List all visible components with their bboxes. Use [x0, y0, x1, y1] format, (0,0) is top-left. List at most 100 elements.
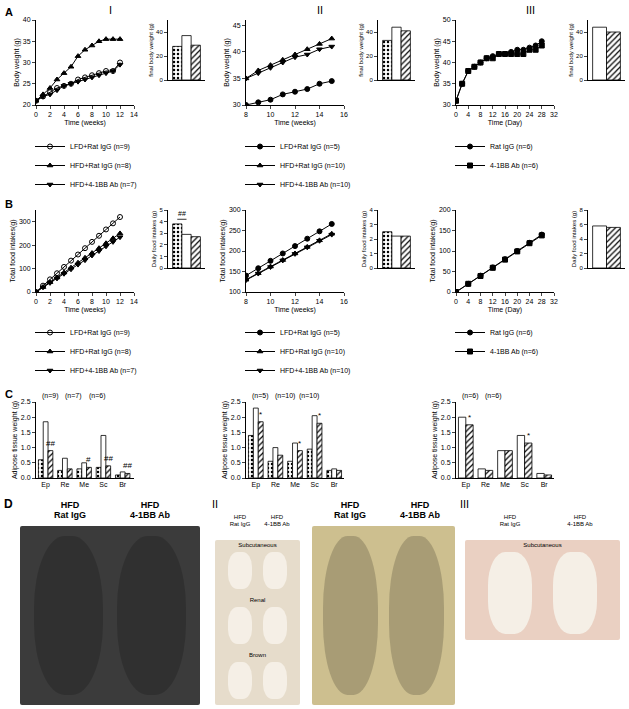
svg-text:150: 150	[229, 268, 241, 275]
svg-text:2: 2	[48, 298, 52, 305]
svg-text:0.0: 0.0	[231, 474, 241, 481]
svg-text:0: 0	[454, 298, 458, 305]
svg-text:1: 1	[159, 254, 163, 260]
svg-text:0: 0	[447, 288, 451, 295]
svg-text:Time (weeks): Time (weeks)	[274, 119, 316, 127]
svg-text:1.0: 1.0	[231, 444, 241, 451]
svg-text:12: 12	[116, 298, 124, 305]
svg-text:8: 8	[579, 207, 583, 213]
svg-text:II: II	[317, 4, 323, 16]
svg-text:30: 30	[233, 101, 241, 108]
svg-text:##: ##	[104, 454, 113, 463]
svg-text:3: 3	[159, 230, 163, 236]
svg-text:6: 6	[76, 298, 80, 305]
svg-text:0.5: 0.5	[21, 459, 31, 466]
svg-text:3: 3	[369, 222, 373, 228]
svg-text:4: 4	[369, 207, 373, 213]
svg-text:12: 12	[291, 298, 299, 305]
svg-text:2: 2	[579, 251, 583, 257]
svg-text:40: 40	[23, 16, 31, 23]
svg-text:0: 0	[159, 265, 163, 271]
svg-text:C: C	[5, 388, 13, 400]
svg-text:4: 4	[579, 236, 583, 242]
svg-text:2.0: 2.0	[21, 414, 31, 421]
svg-text:6: 6	[579, 222, 583, 228]
svg-text:1.0: 1.0	[441, 444, 451, 451]
svg-text:0.0: 0.0	[441, 474, 451, 481]
svg-text:0: 0	[34, 298, 38, 305]
svg-text:Me: Me	[500, 481, 510, 488]
svg-text:Body weight (g): Body weight (g)	[223, 38, 231, 87]
svg-text:40: 40	[156, 29, 163, 35]
svg-text:2: 2	[48, 111, 52, 118]
svg-text:Body weight (g): Body weight (g)	[433, 38, 441, 87]
svg-text:14: 14	[316, 298, 324, 305]
svg-text:32: 32	[550, 298, 558, 305]
svg-text:45: 45	[443, 38, 451, 45]
svg-text:Re: Re	[481, 481, 490, 488]
svg-text:(n=6): (n=6)	[89, 392, 106, 400]
svg-text:200: 200	[439, 206, 451, 213]
svg-text:(n=9): (n=9)	[42, 392, 59, 400]
svg-text:16: 16	[501, 111, 509, 118]
svg-text:##: ##	[46, 439, 55, 448]
svg-text:0: 0	[579, 265, 583, 271]
svg-text:6: 6	[76, 111, 80, 118]
svg-text:0: 0	[454, 111, 458, 118]
svg-text:100: 100	[19, 265, 31, 272]
svg-text:45: 45	[233, 22, 241, 29]
svg-text:LFD+Rat IgG (n=5): LFD+Rat IgG (n=5)	[280, 143, 340, 151]
svg-text:Daily food intakes (g): Daily food intakes (g)	[151, 211, 157, 267]
svg-text:8: 8	[90, 298, 94, 305]
svg-text:1.5: 1.5	[441, 429, 451, 436]
svg-text:12: 12	[116, 111, 124, 118]
svg-text:Adipose tissue weight (g): Adipose tissue weight (g)	[11, 401, 19, 479]
svg-text:*: *	[318, 411, 321, 420]
svg-text:(n=10): (n=10)	[275, 392, 295, 400]
svg-text:*: *	[259, 410, 262, 419]
svg-text:Sc: Sc	[99, 481, 108, 488]
svg-text:28: 28	[538, 298, 546, 305]
svg-text:28: 28	[538, 111, 546, 118]
svg-text:10: 10	[102, 298, 110, 305]
svg-text:Me: Me	[79, 481, 89, 488]
svg-text:16: 16	[340, 298, 348, 305]
svg-text:14: 14	[130, 298, 138, 305]
svg-text:HFD+4-1BB Ab (n=10): HFD+4-1BB Ab (n=10)	[280, 181, 350, 189]
svg-text:4: 4	[159, 219, 163, 225]
svg-text:16: 16	[340, 111, 348, 118]
svg-text:final body weight (g): final body weight (g)	[148, 23, 154, 77]
svg-text:8: 8	[244, 111, 248, 118]
svg-text:8: 8	[479, 111, 483, 118]
svg-text:100: 100	[229, 288, 241, 295]
svg-text:0: 0	[27, 288, 31, 295]
svg-text:10: 10	[267, 298, 275, 305]
svg-text:HFD+4-1BB Ab (n=7): HFD+4-1BB Ab (n=7)	[70, 367, 137, 375]
svg-text:Adipose tissue weight (g): Adipose tissue weight (g)	[221, 401, 229, 479]
svg-text:(n=5): (n=5)	[252, 392, 269, 400]
svg-text:Time (weeks): Time (weeks)	[64, 119, 106, 127]
svg-text:Br: Br	[119, 481, 127, 488]
svg-text:Time (weeks): Time (weeks)	[274, 306, 316, 314]
svg-text:Re: Re	[271, 481, 280, 488]
svg-text:Time (Day): Time (Day)	[488, 119, 522, 127]
svg-text:Time (weeks): Time (weeks)	[64, 306, 106, 314]
svg-text:(n=6): (n=6)	[462, 392, 479, 400]
svg-text:*: *	[527, 431, 530, 440]
svg-text:Body weight (g): Body weight (g)	[13, 38, 21, 87]
svg-text:25: 25	[23, 80, 31, 87]
svg-text:4-1BB Ab (n=6): 4-1BB Ab (n=6)	[490, 162, 538, 170]
svg-text:35: 35	[23, 38, 31, 45]
svg-text:50: 50	[443, 268, 451, 275]
svg-text:4: 4	[466, 111, 470, 118]
svg-text:12: 12	[291, 111, 299, 118]
svg-text:40: 40	[366, 29, 373, 35]
svg-text:14: 14	[316, 111, 324, 118]
svg-text:Total food intakes(g): Total food intakes(g)	[429, 219, 437, 282]
svg-text:0: 0	[159, 77, 163, 83]
svg-text:20: 20	[23, 101, 31, 108]
svg-text:B: B	[5, 198, 13, 210]
svg-text:HFD+Rat IgG (n=8): HFD+Rat IgG (n=8)	[70, 162, 131, 170]
svg-text:20: 20	[513, 111, 521, 118]
svg-text:250: 250	[229, 227, 241, 234]
